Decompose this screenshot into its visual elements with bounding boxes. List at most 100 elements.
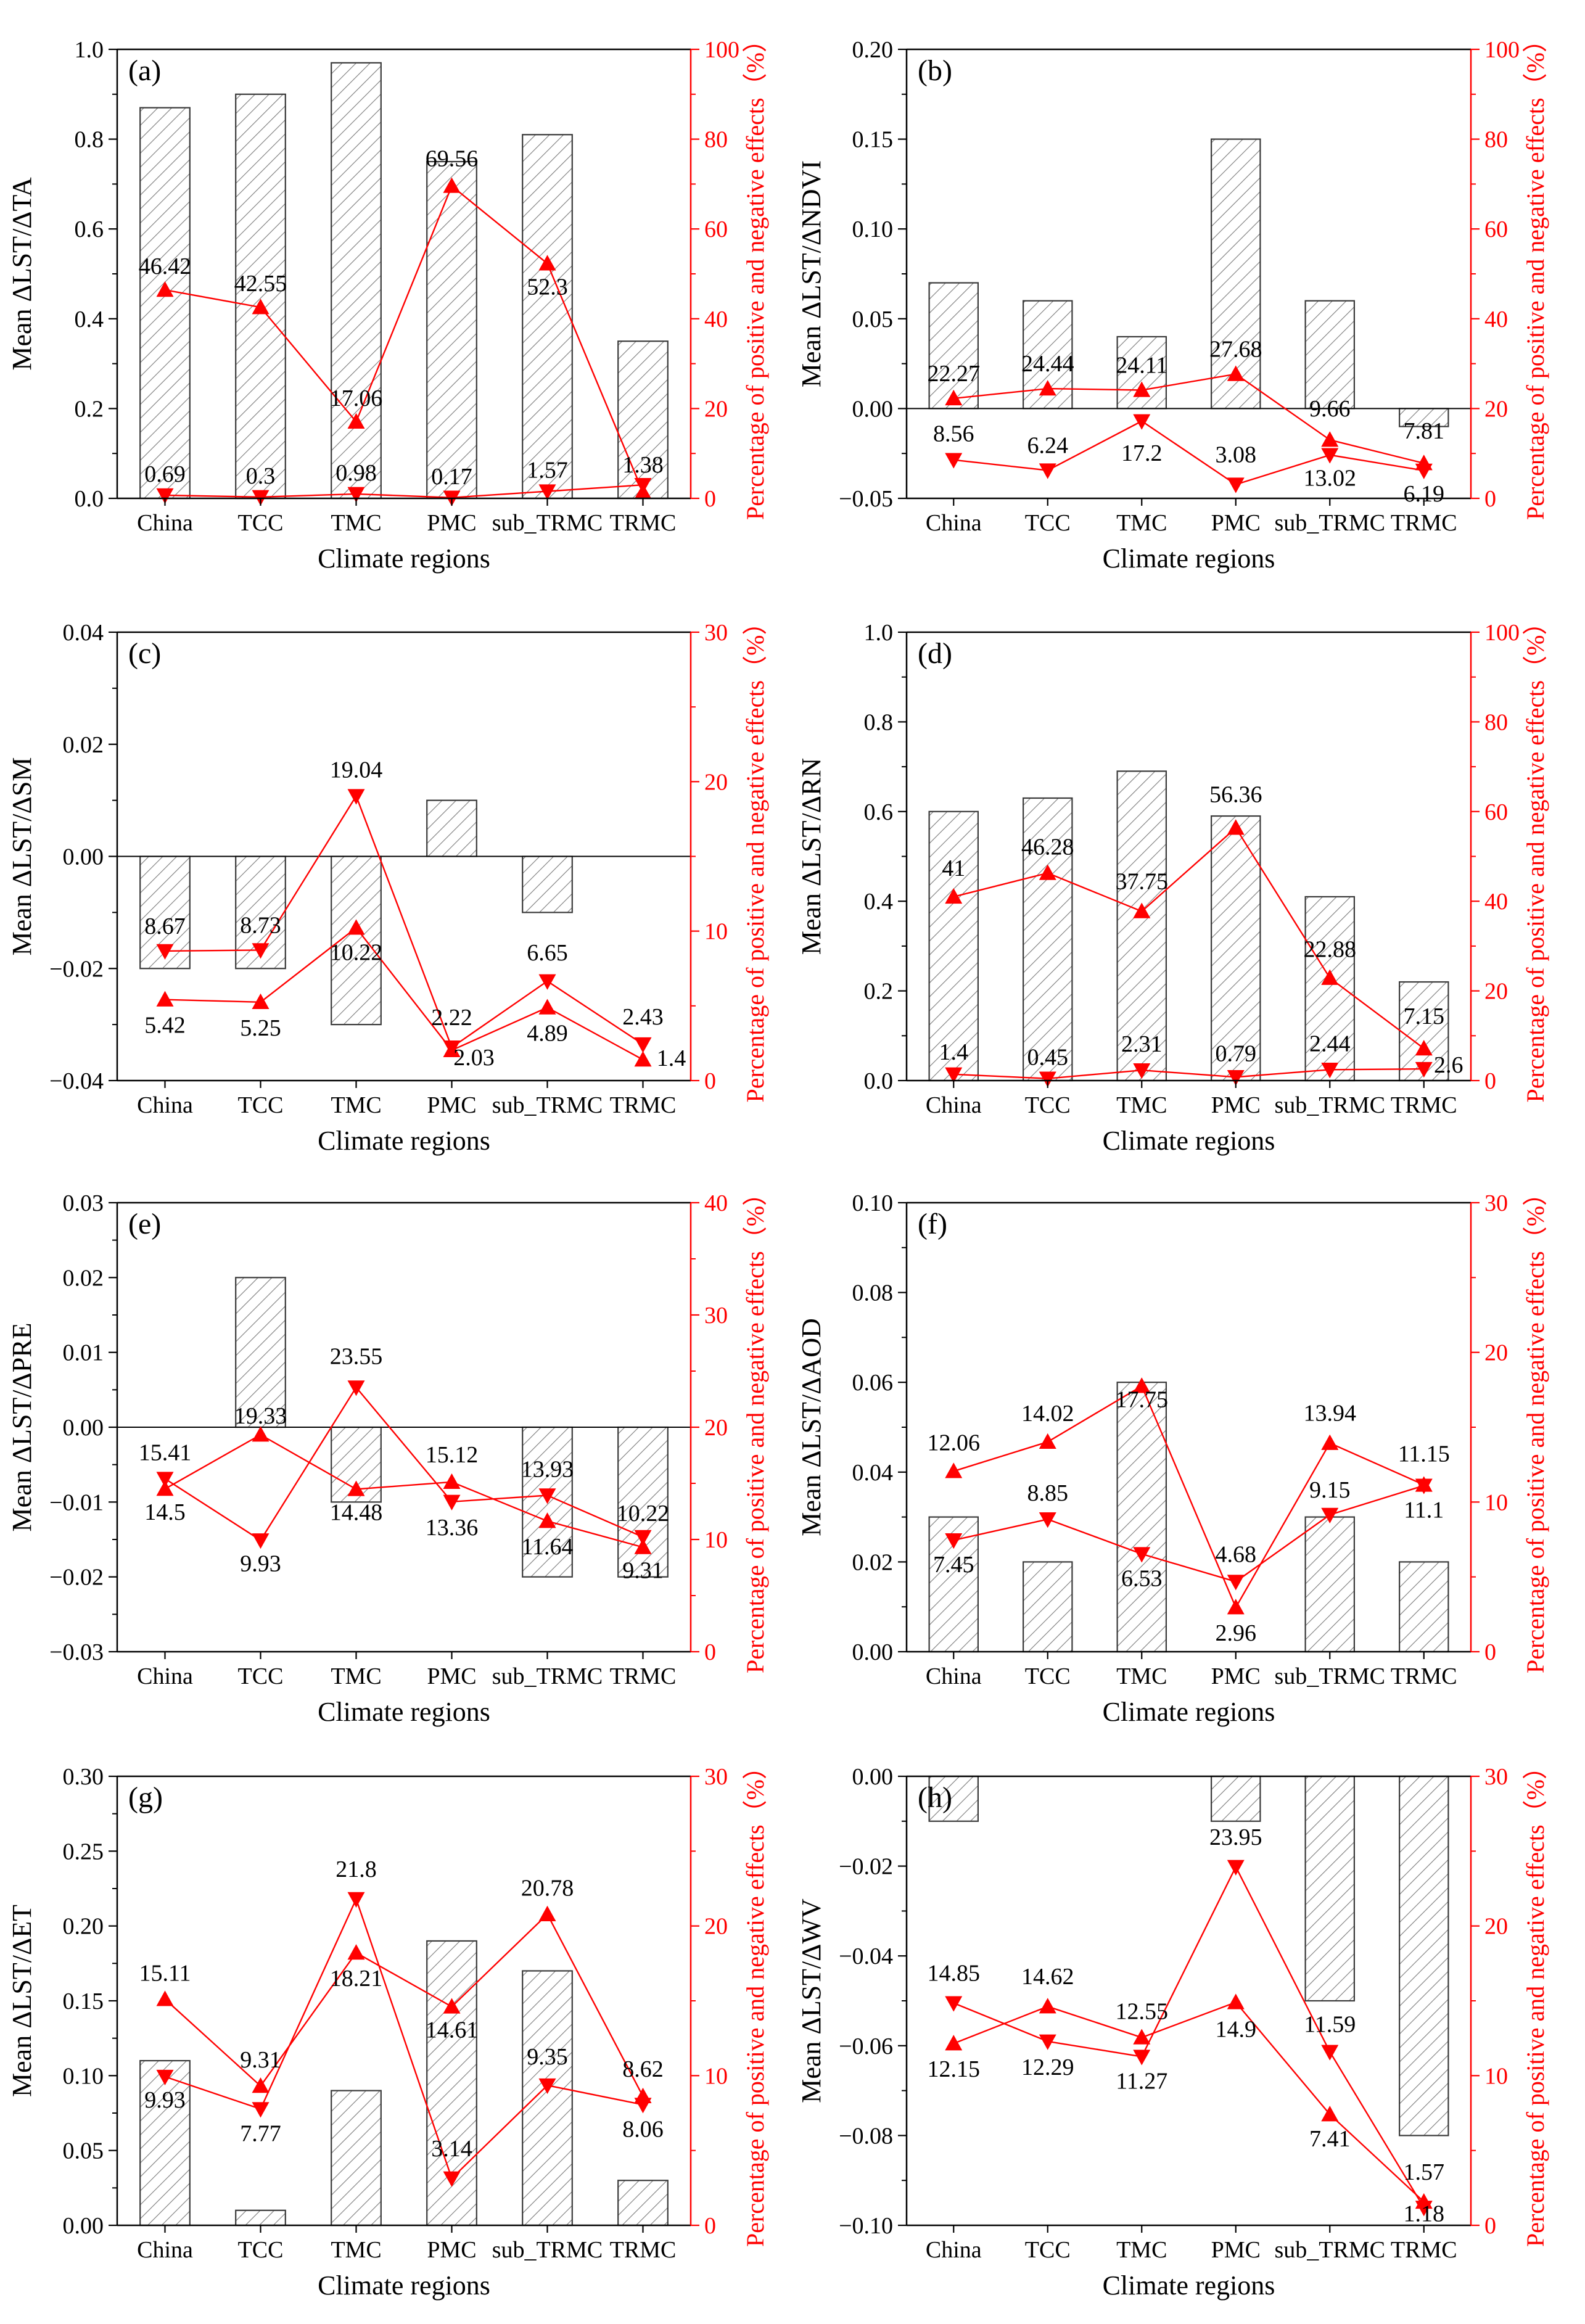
data-label: 1.4 (939, 1039, 969, 1065)
data-label: 23.95 (1209, 1824, 1262, 1850)
y2-axis-title: Percentage of positive and negative effe… (1521, 28, 1549, 520)
y-tick-label: −0.02 (49, 1565, 104, 1591)
y2-tick-label: 20 (1484, 1914, 1508, 1940)
positive-marker (1227, 1599, 1245, 1615)
y2-tick-label: 80 (1484, 709, 1508, 735)
y-tick-label: −0.03 (49, 1639, 104, 1665)
y2-tick-label: 30 (704, 1764, 728, 1790)
y2-axis-title: Percentage of positive and negative effe… (1521, 1755, 1549, 2247)
y2-axis-title: Percentage of positive and negative effe… (741, 1755, 769, 2247)
x-tick-label: TRMC (610, 510, 677, 536)
data-label: 9.93 (240, 1551, 281, 1576)
x-tick-label: TCC (1025, 510, 1071, 536)
y2-tick-label: 0 (704, 2213, 716, 2239)
negative-marker (1227, 1575, 1245, 1591)
y2-tick-label: 0 (1484, 1068, 1496, 1094)
y2-tick-label: 80 (704, 127, 728, 153)
data-label: 56.36 (1209, 781, 1262, 807)
data-label: 2.03 (453, 1045, 495, 1071)
y-tick-label: 0.10 (852, 216, 894, 242)
x-tick-label: China (926, 1092, 982, 1118)
y2-tick-label: 30 (1484, 1764, 1508, 1790)
negative-series-line (953, 1068, 1424, 1079)
negative-marker (1039, 1071, 1056, 1087)
data-label: 8.62 (622, 2056, 664, 2082)
bar (928, 810, 979, 1082)
y2-tick-label: 40 (1484, 307, 1508, 332)
negative-marker (156, 2069, 174, 2086)
bar (139, 107, 191, 500)
negative-marker (1039, 2034, 1056, 2050)
positive-marker (1321, 969, 1339, 985)
positive-marker (1321, 431, 1339, 447)
data-label: 20.78 (521, 1876, 574, 1902)
x-tick-label: TMC (331, 1663, 381, 1689)
positive-marker (1227, 819, 1245, 835)
data-label: 14.48 (330, 1499, 383, 1525)
y-tick-label: −0.05 (839, 486, 893, 512)
negative-series-line (953, 1865, 1425, 2209)
positive-marker (443, 1473, 461, 1490)
y2-tick-label: 10 (704, 919, 728, 945)
x-tick-label: TMC (1116, 2237, 1167, 2263)
data-label: 14.02 (1021, 1401, 1074, 1427)
data-label: 8.73 (240, 912, 281, 938)
y-axis-title: Mean ΔLST/ΔAOD (796, 1318, 826, 1536)
negative-marker (443, 2171, 461, 2187)
y2-tick-label: 100 (704, 37, 739, 63)
data-label: 42.55 (234, 271, 287, 297)
positive-marker (634, 1051, 652, 1067)
data-label: 2.31 (1121, 1031, 1163, 1057)
y-axis-title: Mean ΔLST/ΔSM (7, 757, 37, 956)
y-axis-title: Mean ΔLST/ΔRN (796, 758, 826, 955)
negative-marker (945, 1533, 963, 1549)
y-tick-label: 1.0 (864, 620, 894, 646)
x-tick-label: TRMC (610, 1092, 677, 1118)
data-label: 2.6 (1434, 1052, 1464, 1078)
y-tick-label: 0.05 (63, 2138, 104, 2164)
data-label: 46.28 (1021, 834, 1074, 860)
bar (235, 2209, 286, 2227)
y-tick-label: 0.00 (852, 1639, 894, 1665)
negative-series-line (165, 1897, 643, 2180)
y2-tick-label: 30 (1484, 1190, 1508, 1216)
bar (1399, 408, 1449, 427)
y-tick-label: 0.8 (75, 127, 104, 153)
x-tick-label: TMC (331, 2237, 381, 2263)
data-label: 13.94 (1304, 1401, 1357, 1427)
y-tick-label: 0.30 (63, 1764, 104, 1790)
positive-marker (156, 1480, 174, 1496)
data-label: 22.27 (928, 361, 981, 387)
bar (1399, 1775, 1449, 2137)
bar (235, 93, 286, 500)
bar (331, 62, 382, 500)
data-label: 12.06 (928, 1430, 981, 1456)
y-tick-label: 0.0 (864, 1068, 894, 1094)
y2-axis-title: Percentage of positive and negative effe… (741, 611, 769, 1103)
data-label: 69.56 (426, 146, 479, 172)
x-tick-label: PMC (1211, 1092, 1261, 1118)
data-label: 24.44 (1021, 351, 1074, 377)
negative-series-line (164, 1386, 643, 1541)
data-label: 37.75 (1116, 869, 1169, 895)
negative-marker (1415, 463, 1433, 479)
data-label: 0.69 (144, 461, 186, 487)
data-label: 7.15 (1404, 1003, 1445, 1029)
data-label: 13.93 (521, 1456, 574, 1482)
positive-marker (252, 993, 270, 1009)
x-tick-label: TRMC (1391, 510, 1457, 536)
positive-marker (1133, 902, 1151, 918)
positive-marker (1039, 1998, 1056, 2014)
data-label: 2.96 (1216, 1620, 1257, 1646)
chart-panel: 0.00 0.02 0.04 0.06 0.08 0.10 0 10 20 30 China TCC T… (796, 1181, 1549, 1727)
y2-tick-label: 0 (704, 486, 716, 512)
data-label: 6.19 (1404, 481, 1445, 507)
y-tick-label: 0.20 (852, 37, 894, 63)
data-label: 15.41 (139, 1440, 192, 1466)
y2-tick-label: 0 (1484, 486, 1496, 512)
y-tick-label: −0.04 (49, 1068, 104, 1094)
data-label: 11.15 (1398, 1441, 1450, 1467)
negative-marker (1321, 448, 1339, 464)
y-tick-label: 0.08 (852, 1280, 894, 1306)
